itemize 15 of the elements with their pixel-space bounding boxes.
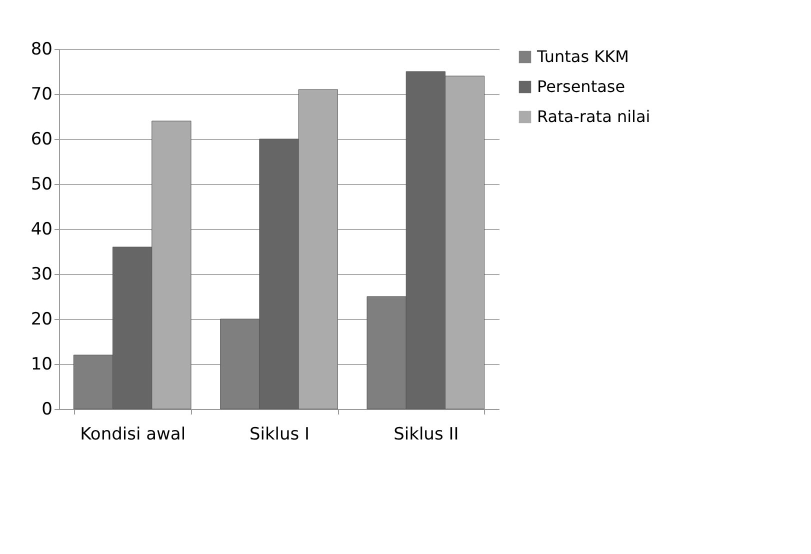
x-tick-label: Siklus I (249, 424, 310, 444)
y-tick-label: 70 (30, 84, 52, 104)
y-tick-label: 30 (30, 264, 52, 284)
legend-label: Tuntas KKM (536, 47, 629, 66)
y-tick-label: 10 (30, 354, 52, 374)
y-tick-label: 0 (42, 400, 52, 420)
x-tick-label: Kondisi awal (80, 424, 186, 444)
y-tick-label: 20 (30, 310, 52, 330)
y-tick-label: 40 (30, 220, 52, 240)
y-tick-label: 60 (30, 130, 52, 150)
y-tick-label: 50 (30, 174, 52, 194)
y-tick-label: 80 (30, 40, 52, 60)
legend-label: Persentase (537, 77, 626, 96)
legend-label: Rata-rata nilai (537, 107, 650, 126)
x-tick-label: Siklus II (394, 424, 459, 444)
